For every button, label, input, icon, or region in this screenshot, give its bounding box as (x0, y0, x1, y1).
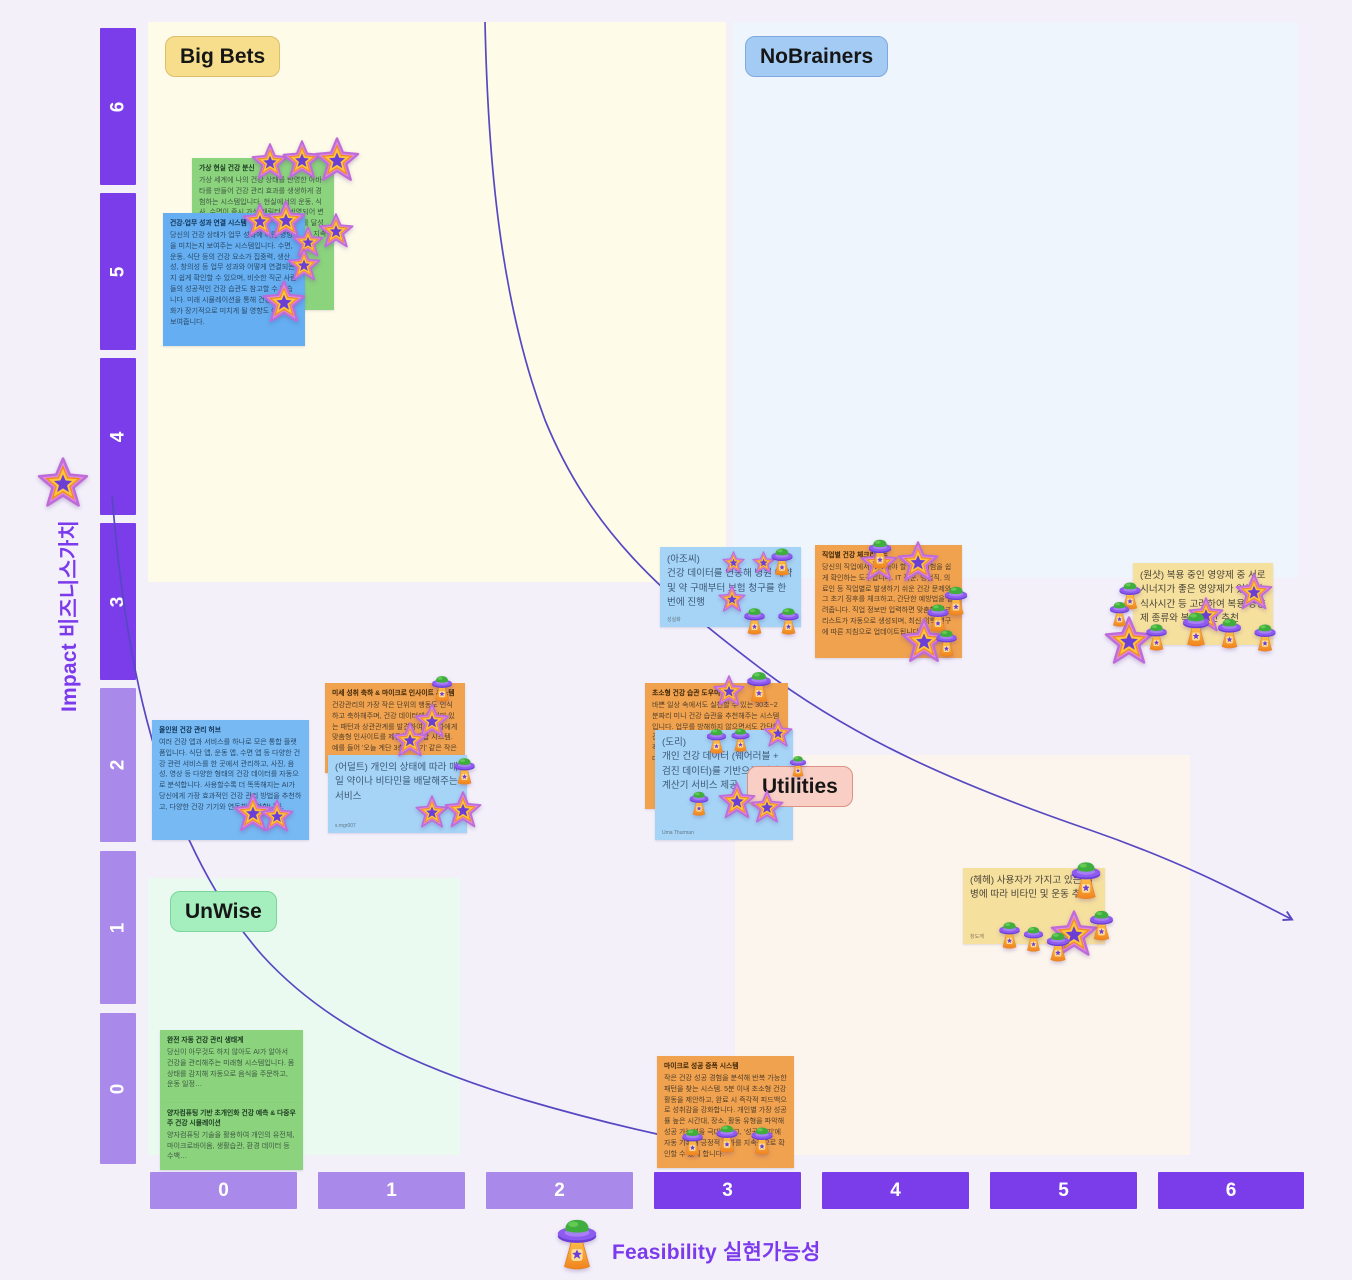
ufo-sticker-icon[interactable] (710, 1120, 744, 1154)
quadrant-utilities (735, 755, 1190, 1155)
ufo-sticker-icon[interactable] (1063, 855, 1109, 901)
note-body: 양자컴퓨팅 기술을 활용하여 개인의 유전체, 마이크로바이옴, 생활습관, 환… (167, 1130, 295, 1161)
ufo-sticker-icon[interactable] (1104, 597, 1135, 628)
note-title: 초소형 건강 습관 도우미 (652, 690, 721, 697)
note-title: 미세 성취 축하 & 마이크로 인사이트 시스템 (332, 690, 455, 697)
star-sticker-icon[interactable] (722, 551, 745, 574)
ufo-sticker-icon[interactable] (930, 625, 963, 658)
x-axis-tick-0: 0 (150, 1172, 297, 1209)
ufo-sticker-icon[interactable] (726, 724, 755, 753)
quadrant-nobrainers (733, 22, 1298, 578)
y-axis-label: Impact 비즈니스가치 (58, 519, 81, 713)
note-title: 직업별 건강 체크리스트 (822, 552, 889, 559)
quadrant-label-big-bets[interactable]: Big Bets (165, 36, 281, 77)
ufo-sticker-icon[interactable] (862, 534, 898, 570)
note-title: 건강-업무 성과 연결 시스템 (170, 220, 247, 227)
note-body: 작은 건강 성공 경험을 분석해 반복 가능한 패턴을 찾는 시스템. 5분 이… (664, 1073, 787, 1158)
star-sticker-icon[interactable] (287, 248, 321, 282)
star-sticker-icon[interactable] (763, 718, 793, 748)
star-sticker-icon[interactable] (1235, 573, 1273, 611)
note-body: (어덜트) 개인의 상태에 따라 매일 약이나 비타민을 배달해주는 서비스 (335, 762, 458, 802)
ufo-sticker-icon[interactable] (740, 666, 778, 704)
ufo-sticker-icon[interactable] (765, 543, 799, 577)
y-axis-tick-4: 4 (100, 358, 136, 515)
star-sticker-icon[interactable] (750, 790, 784, 824)
ufo-sticker-icon[interactable] (1248, 619, 1282, 653)
sticky-note-adult[interactable]: (어덜트) 개인의 상태에 따라 매일 약이나 비타민을 배달해주는 서비스 s.… (328, 755, 467, 833)
ufo-sticker-icon[interactable] (546, 1210, 608, 1272)
star-sticker-icon[interactable] (262, 280, 306, 324)
x-axis-tick-3: 3 (654, 1172, 801, 1209)
star-sticker-icon[interactable] (444, 791, 482, 829)
y-axis-tick-6: 6 (100, 28, 136, 185)
x-axis-tick-4: 4 (822, 1172, 969, 1209)
y-axis-tick-0: 0 (100, 1013, 136, 1164)
ufo-sticker-icon[interactable] (738, 603, 771, 636)
note-author: Uma Thurman (662, 830, 694, 836)
quadrant-label-unwise[interactable]: UnWise (170, 891, 277, 932)
ufo-sticker-icon[interactable] (684, 787, 714, 817)
x-axis-tick-2: 2 (486, 1172, 633, 1209)
ufo-sticker-icon[interactable] (785, 752, 811, 778)
star-sticker-icon[interactable] (392, 722, 428, 758)
ufo-sticker-icon[interactable] (1040, 927, 1076, 963)
ufo-sticker-icon[interactable] (1083, 905, 1120, 942)
note-title: 올인원 건강 관리 허브 (159, 727, 221, 734)
quadrant-label-nobrainers[interactable]: NoBrainers (745, 36, 889, 77)
y-axis-tick-2: 2 (100, 688, 136, 842)
ufo-sticker-icon[interactable] (1211, 613, 1248, 650)
star-sticker-icon[interactable] (260, 799, 294, 833)
x-axis-tick-6: 6 (1158, 1172, 1304, 1209)
note-author: s.mgr007 (335, 823, 356, 829)
note-body: 당신의 건강 상태가 업무 성과에 어떤 영향을 미치는지 보여주는 시스템입니… (170, 230, 297, 326)
note-title: 마이크로 성공 증폭 시스템 (664, 1063, 739, 1070)
ufo-sticker-icon[interactable] (745, 1122, 779, 1156)
ufo-sticker-icon[interactable] (448, 753, 481, 786)
x-axis-tick-1: 1 (318, 1172, 465, 1209)
note-author: 성실화 (667, 617, 681, 623)
ufo-sticker-icon[interactable] (426, 671, 458, 703)
y-axis-tick-5: 5 (100, 193, 136, 350)
ufo-sticker-icon[interactable] (772, 603, 805, 636)
x-axis-label: Feasibility 실현가능성 (612, 1241, 821, 1264)
note-author: 창도깨 (970, 934, 984, 940)
ufo-sticker-icon[interactable] (676, 1124, 709, 1157)
note-title: 양자컴퓨팅 기반 초개인화 건강 예측 & 다중우주 건강 시뮬레이션 (167, 1110, 296, 1127)
y-axis-tick-1: 1 (100, 851, 136, 1004)
note-title: 가상 현실 건강 분신 (199, 165, 255, 172)
x-axis-tick-5: 5 (990, 1172, 1137, 1209)
note-title: 완전 자동 건강 관리 생태계 (167, 1037, 244, 1044)
note-body: 당신이 아무것도 하지 않아도 AI가 알아서 건강을 관리해주는 미래형 시스… (167, 1047, 295, 1089)
y-axis-tick-3: 3 (100, 523, 136, 680)
star-sticker-icon[interactable] (897, 541, 939, 583)
ufo-sticker-icon[interactable] (1140, 619, 1173, 652)
star-sticker-icon[interactable] (314, 137, 360, 183)
star-sticker-icon[interactable] (37, 457, 89, 509)
